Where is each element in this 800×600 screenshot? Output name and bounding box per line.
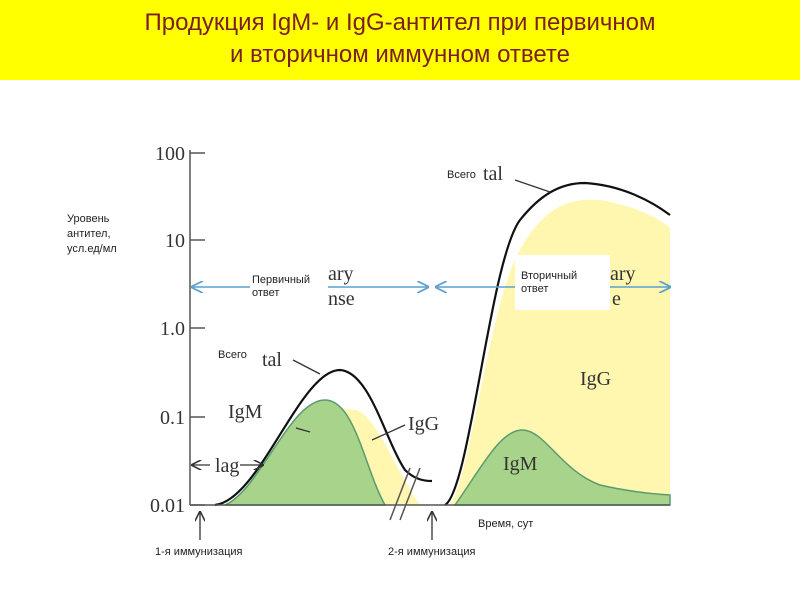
fragment: ary <box>328 263 354 285</box>
x-axis-label: Время, сут <box>478 518 533 530</box>
fragment: ary <box>610 263 636 285</box>
lag-and-immunization-arrows <box>192 179 551 540</box>
igm-label: IgM <box>503 453 538 475</box>
y-tick-label: 10 <box>165 230 185 252</box>
axes <box>189 150 670 521</box>
title: Продукция IgM- и IgG-антител при первичн… <box>145 9 656 68</box>
total-label: Всего <box>218 349 247 361</box>
y-tick-label: 100 <box>155 143 185 165</box>
y-axis-label: Уровень антител, усл.ед/мл <box>67 213 117 255</box>
immunization-label: 2-я иммунизация <box>388 546 476 558</box>
y-tick-label: 0.1 <box>160 407 185 429</box>
total-primary-curve <box>214 368 433 507</box>
fragment: tal <box>483 163 503 185</box>
fragment: e <box>612 288 621 310</box>
label-box <box>212 345 262 363</box>
lag-label: lag <box>215 455 239 477</box>
total-label: Всего <box>447 169 476 181</box>
primary-label: Первичный ответ <box>252 274 310 299</box>
igg-secondary-area <box>450 199 670 505</box>
igg-label: IgG <box>580 368 611 390</box>
y-tick-label: 0.01 <box>150 495 185 517</box>
total-secondary-curve <box>444 181 671 506</box>
igm-label: IgM <box>228 401 263 423</box>
label-box <box>515 255 610 310</box>
fragment: nse <box>328 288 355 310</box>
igm-secondary-area <box>453 429 671 506</box>
fragment: tal <box>262 349 282 371</box>
secondary-label: Вторичный ответ <box>521 270 577 295</box>
igm-primary-area <box>224 399 387 506</box>
label-box <box>250 268 328 304</box>
label-box <box>445 165 483 183</box>
igg-label: IgG <box>408 413 439 435</box>
y-tick-label: 1.0 <box>160 318 185 340</box>
immunization-label: 1-я иммунизация <box>155 546 243 558</box>
title-banner <box>0 0 800 80</box>
